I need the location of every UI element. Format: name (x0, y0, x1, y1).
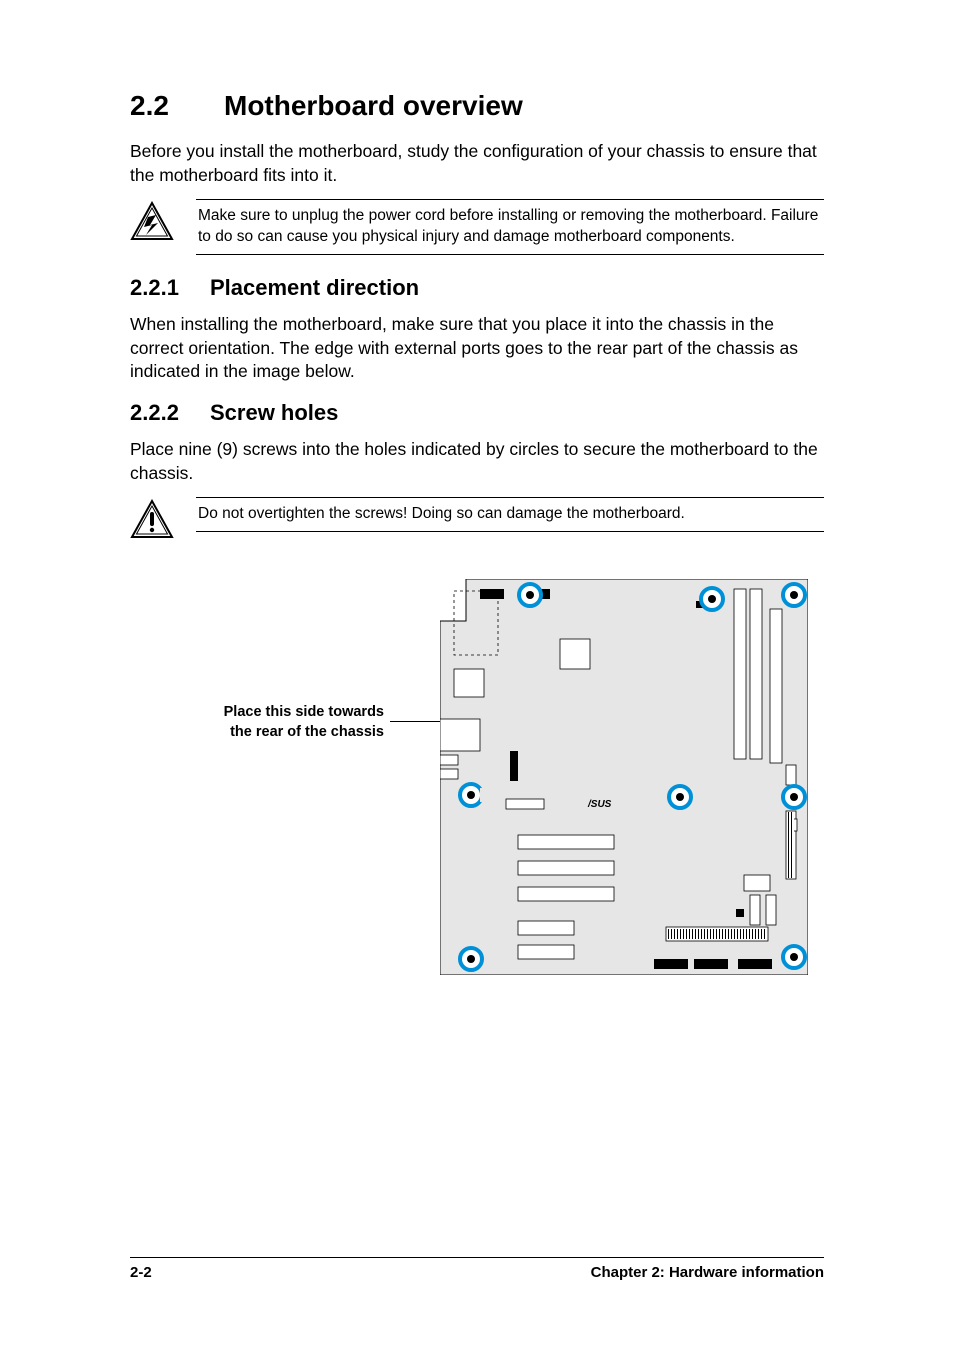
caution-icon (130, 497, 196, 539)
section-title: Placement direction (210, 275, 419, 300)
page-heading: 2.2Motherboard overview (130, 90, 824, 122)
svg-text:/SUS: /SUS (587, 799, 612, 810)
heading-number: 2.2 (130, 90, 224, 122)
caution-text: Do not overtighten the screws! Doing so … (196, 498, 824, 531)
danger-callout: Make sure to unplug the power cord befor… (130, 199, 824, 255)
section-heading-screw-holes: 2.2.2Screw holes (130, 400, 824, 426)
danger-text: Make sure to unplug the power cord befor… (196, 200, 824, 254)
heading-title: Motherboard overview (224, 90, 523, 121)
page-footer: 2-2 Chapter 2: Hardware information (130, 1257, 824, 1281)
chapter-label: Chapter 2: Hardware information (591, 1264, 824, 1281)
section-heading-placement: 2.2.1Placement direction (130, 275, 824, 301)
motherboard-svg: /SUS (440, 579, 808, 975)
motherboard-diagram: Place this side towards the rear of the … (130, 579, 824, 975)
caution-callout: Do not overtighten the screws! Doing so … (130, 497, 824, 539)
section2-body: Place nine (9) screws into the holes ind… (130, 438, 824, 485)
diagram-side-label: Place this side towards the rear of the … (130, 703, 390, 742)
section-number: 2.2.1 (130, 275, 210, 301)
label-pointer-line (390, 721, 440, 722)
section1-body: When installing the motherboard, make su… (130, 313, 824, 384)
section-title: Screw holes (210, 400, 338, 425)
page-number: 2-2 (130, 1264, 152, 1281)
danger-icon (130, 199, 196, 241)
section-number: 2.2.2 (130, 400, 210, 426)
intro-paragraph: Before you install the motherboard, stud… (130, 140, 824, 187)
